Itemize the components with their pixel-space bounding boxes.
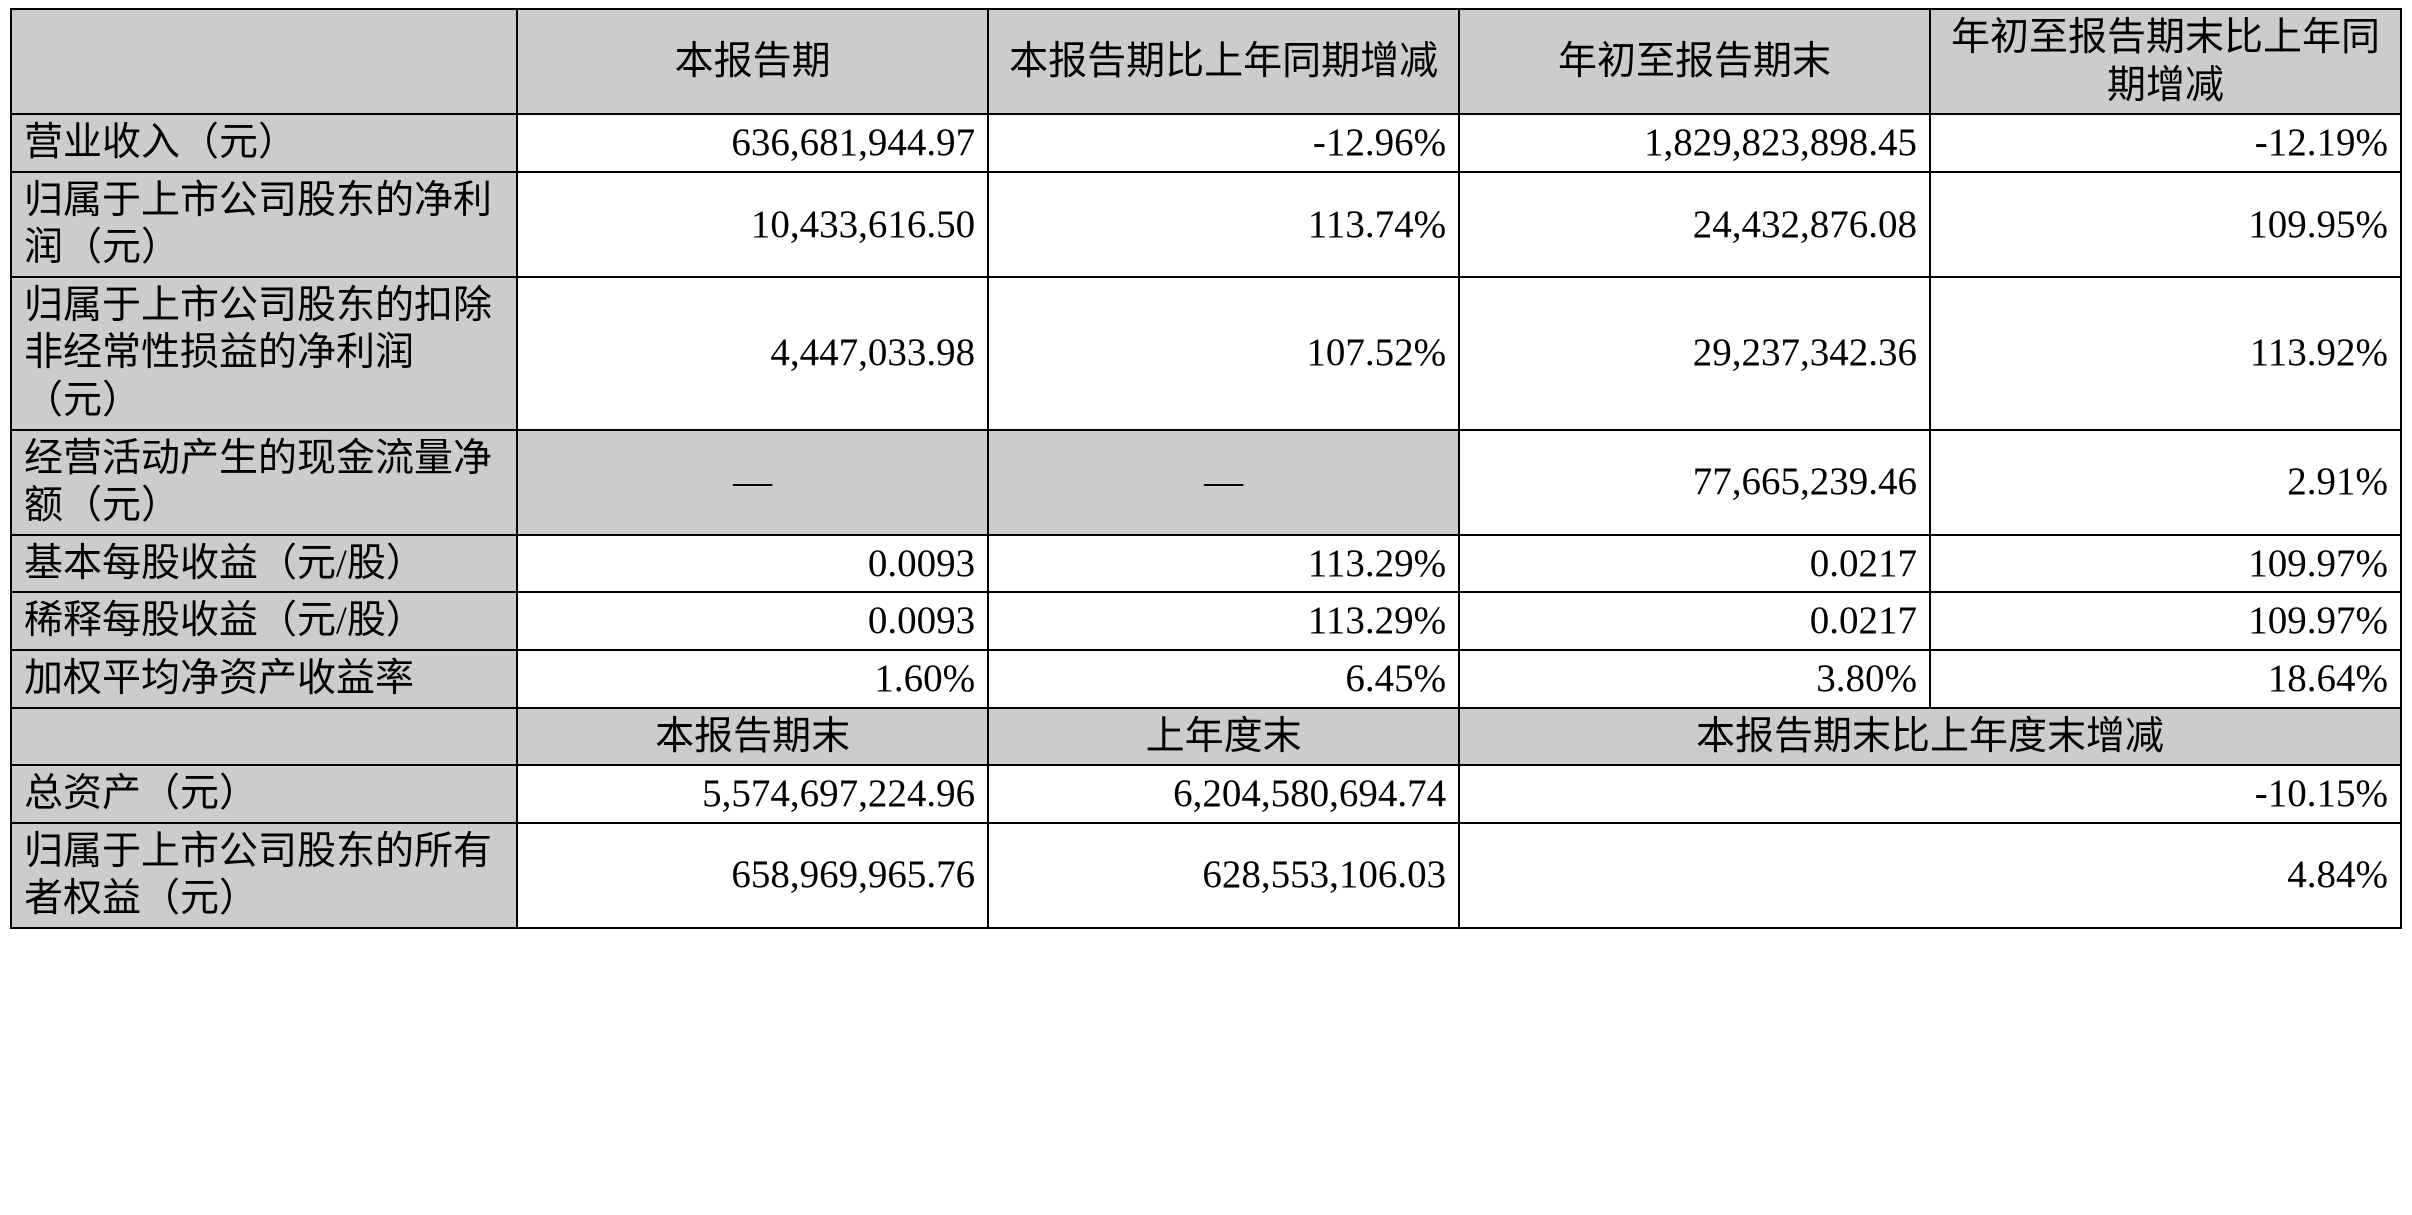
cell-value: 0.0217 (1459, 535, 1930, 593)
cell-value: 4.84% (1459, 823, 2401, 928)
cell-value: 636,681,944.97 (517, 114, 988, 172)
header-ytd-vs-prior: 年初至报告期末比上年同期增减 (1930, 9, 2401, 114)
cell-value: 658,969,965.76 (517, 823, 988, 928)
cell-value: — (988, 430, 1459, 535)
cell-value: 5,574,697,224.96 (517, 765, 988, 823)
row-label: 总资产（元） (11, 765, 517, 823)
header-ytd: 年初至报告期末 (1459, 9, 1930, 114)
table-row: 总资产（元） 5,574,697,224.96 6,204,580,694.74… (11, 765, 2401, 823)
row-label: 营业收入（元） (11, 114, 517, 172)
cell-value: 6.45% (988, 650, 1459, 708)
header-blank (11, 9, 517, 114)
header-row-2: 本报告期末 上年度末 本报告期末比上年度末增减 (11, 708, 2401, 766)
table-row: 基本每股收益（元/股） 0.0093 113.29% 0.0217 109.97… (11, 535, 2401, 593)
cell-value: 109.97% (1930, 535, 2401, 593)
cell-value: -12.96% (988, 114, 1459, 172)
cell-value: — (517, 430, 988, 535)
cell-value: -10.15% (1459, 765, 2401, 823)
header2-period-end: 本报告期末 (517, 708, 988, 766)
row-label: 加权平均净资产收益率 (11, 650, 517, 708)
cell-value: 4,447,033.98 (517, 277, 988, 430)
table-row: 加权平均净资产收益率 1.60% 6.45% 3.80% 18.64% (11, 650, 2401, 708)
cell-value: 24,432,876.08 (1459, 172, 1930, 277)
cell-value: 0.0093 (517, 535, 988, 593)
cell-value: 10,433,616.50 (517, 172, 988, 277)
cell-value: 6,204,580,694.74 (988, 765, 1459, 823)
cell-value: 628,553,106.03 (988, 823, 1459, 928)
row-label: 归属于上市公司股东的净利润（元） (11, 172, 517, 277)
cell-value: 113.29% (988, 535, 1459, 593)
cell-value: 109.97% (1930, 592, 2401, 650)
row-label: 归属于上市公司股东的所有者权益（元） (11, 823, 517, 928)
cell-value: 18.64% (1930, 650, 2401, 708)
header2-blank (11, 708, 517, 766)
row-label: 基本每股收益（元/股） (11, 535, 517, 593)
table-row: 营业收入（元） 636,681,944.97 -12.96% 1,829,823… (11, 114, 2401, 172)
cell-value: 0.0093 (517, 592, 988, 650)
table-row: 稀释每股收益（元/股） 0.0093 113.29% 0.0217 109.97… (11, 592, 2401, 650)
cell-value: 29,237,342.36 (1459, 277, 1930, 430)
financial-table-container: 本报告期 本报告期比上年同期增减 年初至报告期末 年初至报告期末比上年同期增减 … (0, 0, 2412, 937)
header2-prior-year-end: 上年度末 (988, 708, 1459, 766)
cell-value: 3.80% (1459, 650, 1930, 708)
header-row-1: 本报告期 本报告期比上年同期增减 年初至报告期末 年初至报告期末比上年同期增减 (11, 9, 2401, 114)
cell-value: 2.91% (1930, 430, 2401, 535)
row-label: 经营活动产生的现金流量净额（元） (11, 430, 517, 535)
table-row: 归属于上市公司股东的所有者权益（元） 658,969,965.76 628,55… (11, 823, 2401, 928)
cell-value: 113.29% (988, 592, 1459, 650)
table-row: 归属于上市公司股东的扣除非经常性损益的净利润（元） 4,447,033.98 1… (11, 277, 2401, 430)
financial-table: 本报告期 本报告期比上年同期增减 年初至报告期末 年初至报告期末比上年同期增减 … (10, 8, 2402, 929)
cell-value: 77,665,239.46 (1459, 430, 1930, 535)
cell-value: 107.52% (988, 277, 1459, 430)
cell-value: 113.92% (1930, 277, 2401, 430)
cell-value: 1,829,823,898.45 (1459, 114, 1930, 172)
cell-value: 113.74% (988, 172, 1459, 277)
cell-value: -12.19% (1930, 114, 2401, 172)
cell-value: 1.60% (517, 650, 988, 708)
row-label: 稀释每股收益（元/股） (11, 592, 517, 650)
table-row: 经营活动产生的现金流量净额（元） — — 77,665,239.46 2.91% (11, 430, 2401, 535)
table-row: 归属于上市公司股东的净利润（元） 10,433,616.50 113.74% 2… (11, 172, 2401, 277)
header-current-vs-prior: 本报告期比上年同期增减 (988, 9, 1459, 114)
cell-value: 109.95% (1930, 172, 2401, 277)
header2-change: 本报告期末比上年度末增减 (1459, 708, 2401, 766)
row-label: 归属于上市公司股东的扣除非经常性损益的净利润（元） (11, 277, 517, 430)
cell-value: 0.0217 (1459, 592, 1930, 650)
header-current-period: 本报告期 (517, 9, 988, 114)
